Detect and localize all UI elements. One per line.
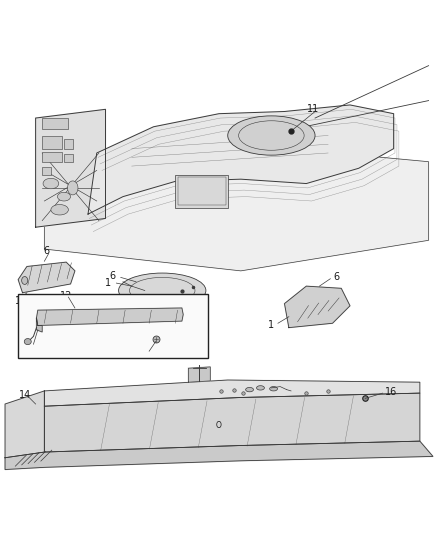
Text: 12: 12: [60, 291, 72, 301]
Text: 6: 6: [109, 271, 115, 281]
Bar: [64, 139, 73, 149]
Bar: [18, 294, 208, 358]
Polygon shape: [35, 109, 106, 227]
Ellipse shape: [228, 116, 315, 155]
Polygon shape: [44, 393, 420, 452]
Polygon shape: [88, 105, 394, 214]
Text: 11: 11: [307, 104, 319, 114]
Polygon shape: [5, 441, 433, 470]
Ellipse shape: [24, 338, 31, 345]
Bar: [42, 152, 62, 161]
Polygon shape: [188, 367, 210, 382]
Bar: [64, 154, 73, 161]
Text: 1: 1: [268, 320, 275, 330]
Text: 1: 1: [15, 296, 21, 306]
Ellipse shape: [270, 386, 278, 391]
Bar: [42, 118, 68, 129]
Ellipse shape: [257, 386, 265, 390]
Ellipse shape: [43, 179, 59, 189]
Bar: [42, 136, 62, 149]
Text: 6: 6: [334, 272, 340, 282]
Polygon shape: [5, 391, 44, 458]
Bar: [177, 177, 226, 205]
Ellipse shape: [21, 277, 28, 285]
Polygon shape: [36, 308, 183, 326]
Bar: [175, 175, 228, 207]
Ellipse shape: [119, 273, 206, 308]
Text: 14: 14: [18, 390, 31, 400]
Text: 18: 18: [142, 349, 154, 359]
Text: 16: 16: [385, 387, 398, 397]
Ellipse shape: [51, 205, 68, 215]
Polygon shape: [44, 380, 420, 406]
Ellipse shape: [246, 387, 254, 392]
Polygon shape: [285, 286, 350, 328]
Bar: [42, 167, 51, 175]
Ellipse shape: [57, 192, 71, 201]
Text: 1: 1: [105, 278, 111, 288]
Text: 6: 6: [43, 246, 49, 256]
Polygon shape: [44, 144, 428, 271]
Text: O: O: [216, 422, 222, 430]
Polygon shape: [18, 262, 75, 293]
Ellipse shape: [67, 181, 78, 195]
Text: 13: 13: [26, 342, 39, 352]
Polygon shape: [36, 318, 42, 332]
